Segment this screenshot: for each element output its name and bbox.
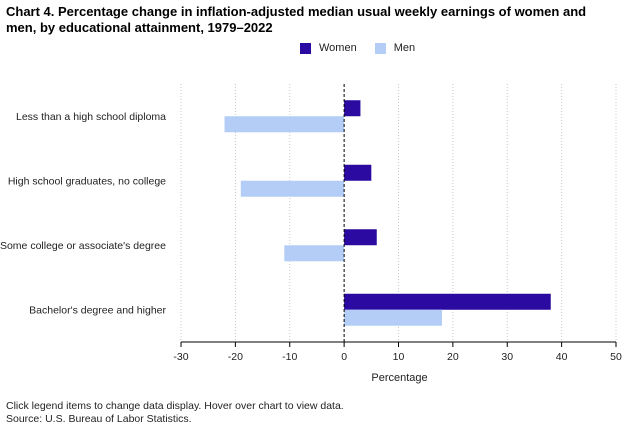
x-tick-label-7: 40 — [556, 351, 568, 363]
bar-men-0[interactable] — [224, 116, 345, 133]
footer-note: Click legend items to change data displa… — [6, 400, 344, 412]
category-label-3: Bachelor's degree and higher — [29, 304, 166, 316]
bar-women-1[interactable] — [344, 164, 372, 181]
legend-item-women[interactable]: Women — [300, 42, 357, 54]
x-tick-label-4: 10 — [393, 351, 405, 363]
category-label-0: Less than a high school diploma — [16, 111, 166, 123]
legend-label-men: Men — [393, 42, 416, 54]
bar-men-2[interactable] — [284, 245, 345, 262]
x-tick-label-5: 20 — [447, 351, 459, 363]
legend-swatch-men — [374, 42, 386, 54]
bar-women-0[interactable] — [344, 100, 361, 117]
bar-women-3[interactable] — [344, 293, 551, 310]
x-tick-label-8: 50 — [610, 351, 622, 363]
bar-women-2[interactable] — [344, 229, 377, 246]
category-label-1: High school graduates, no college — [8, 175, 166, 187]
legend-item-men[interactable]: Men — [374, 42, 416, 54]
x-tick-label-2: -10 — [282, 351, 297, 363]
footer: Click legend items to change data displa… — [6, 400, 344, 426]
footer-source: Source: U.S. Bureau of Labor Statistics. — [6, 413, 192, 425]
chart-title: Chart 4. Percentage change in inflation-… — [6, 4, 587, 35]
bar-men-3[interactable] — [344, 309, 442, 326]
category-label-2: Some college or associate's degree — [0, 240, 166, 252]
legend-label-women: Women — [319, 42, 357, 54]
x-tick-label-3: 0 — [341, 351, 347, 363]
x-tick-label-0: -30 — [173, 351, 188, 363]
x-tick-label-6: 30 — [501, 351, 513, 363]
bar-chart[interactable]: Less than a high school diploma High scho… — [0, 0, 624, 400]
x-tick-label-1: -20 — [228, 351, 243, 363]
bar-men-1[interactable] — [240, 180, 345, 197]
x-axis-title: Percentage — [371, 372, 427, 384]
legend: Women Men — [300, 42, 415, 54]
legend-swatch-women — [300, 42, 311, 54]
